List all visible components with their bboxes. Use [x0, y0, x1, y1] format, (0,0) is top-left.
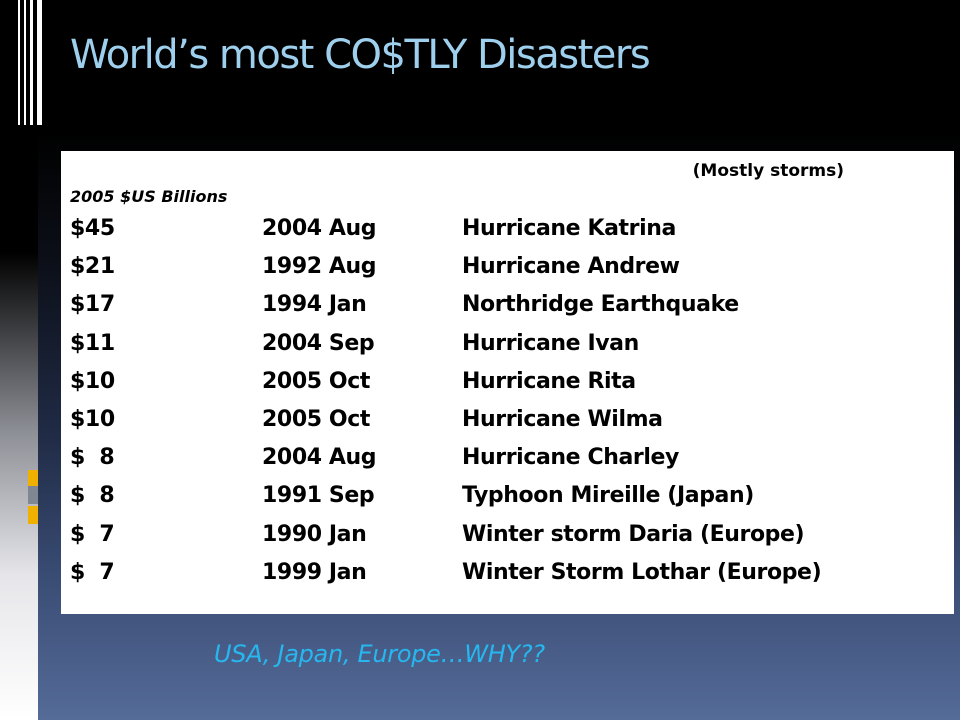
- cost-cell: $17: [70, 292, 115, 318]
- table-row: $10 2005 Oct Hurricane Wilma: [70, 405, 940, 443]
- disaster-rows: $45 2004 Aug Hurricane Katrina $21 1992 …: [70, 214, 940, 596]
- date-cell: 1999 Jan: [262, 559, 367, 585]
- table-row: $ 7 1999 Jan Winter Storm Lothar (Europe…: [70, 558, 940, 596]
- cost-cell: $11: [70, 330, 115, 356]
- disaster-table-panel: (Mostly storms) 2005 $US Billions $45 20…: [61, 151, 954, 614]
- date-cell: 1990 Jan: [262, 521, 367, 547]
- event-cell: Hurricane Katrina: [462, 216, 676, 241]
- cost-cell: $45: [70, 216, 115, 241]
- event-cell: Winter storm Daria (Europe): [462, 521, 805, 547]
- date-cell: 2004 Aug: [262, 216, 377, 241]
- table-row: $11 2004 Sep Hurricane Ivan: [70, 329, 940, 367]
- table-row: $ 8 2004 Aug Hurricane Charley: [70, 443, 940, 481]
- cost-cell: $21: [70, 254, 115, 280]
- table-row: $45 2004 Aug Hurricane Katrina: [70, 214, 940, 252]
- date-cell: 1991 Sep: [262, 483, 375, 509]
- date-cell: 2005 Oct: [262, 368, 370, 394]
- event-cell: Hurricane Wilma: [462, 406, 663, 432]
- date-cell: 2005 Oct: [262, 406, 370, 432]
- cost-cell: $ 7: [70, 559, 115, 585]
- cost-cell: $10: [70, 368, 115, 394]
- event-cell: Northridge Earthquake: [462, 292, 739, 318]
- cost-cell: $ 7: [70, 521, 115, 547]
- date-cell: 1994 Jan: [262, 292, 367, 318]
- cost-cell: $10: [70, 406, 115, 432]
- units-label: 2005 $US Billions: [70, 187, 228, 206]
- slide-title: World’s most CO$TLY Disasters: [70, 32, 651, 78]
- event-cell: Typhoon Mireille (Japan): [462, 483, 754, 509]
- cost-cell: $ 8: [70, 445, 115, 471]
- table-row: $ 8 1991 Sep Typhoon Mireille (Japan): [70, 481, 940, 519]
- table-row: $21 1992 Aug Hurricane Andrew: [70, 252, 940, 290]
- table-row: $ 7 1990 Jan Winter storm Daria (Europe): [70, 520, 940, 558]
- table-subtitle: (Mostly storms): [692, 161, 844, 181]
- table-row: $10 2005 Oct Hurricane Rita: [70, 367, 940, 405]
- event-cell: Hurricane Charley: [462, 445, 679, 471]
- event-cell: Hurricane Ivan: [462, 330, 639, 356]
- table-row: $17 1994 Jan Northridge Earthquake: [70, 290, 940, 328]
- cost-cell: $ 8: [70, 483, 115, 509]
- decorative-vertical-lines: [18, 0, 42, 125]
- date-cell: 2004 Sep: [262, 330, 375, 356]
- event-cell: Hurricane Rita: [462, 368, 636, 394]
- footer-question: USA, Japan, Europe…WHY??: [214, 640, 545, 668]
- event-cell: Winter Storm Lothar (Europe): [462, 559, 822, 585]
- date-cell: 2004 Aug: [262, 445, 377, 471]
- date-cell: 1992 Aug: [262, 254, 377, 280]
- event-cell: Hurricane Andrew: [462, 254, 680, 280]
